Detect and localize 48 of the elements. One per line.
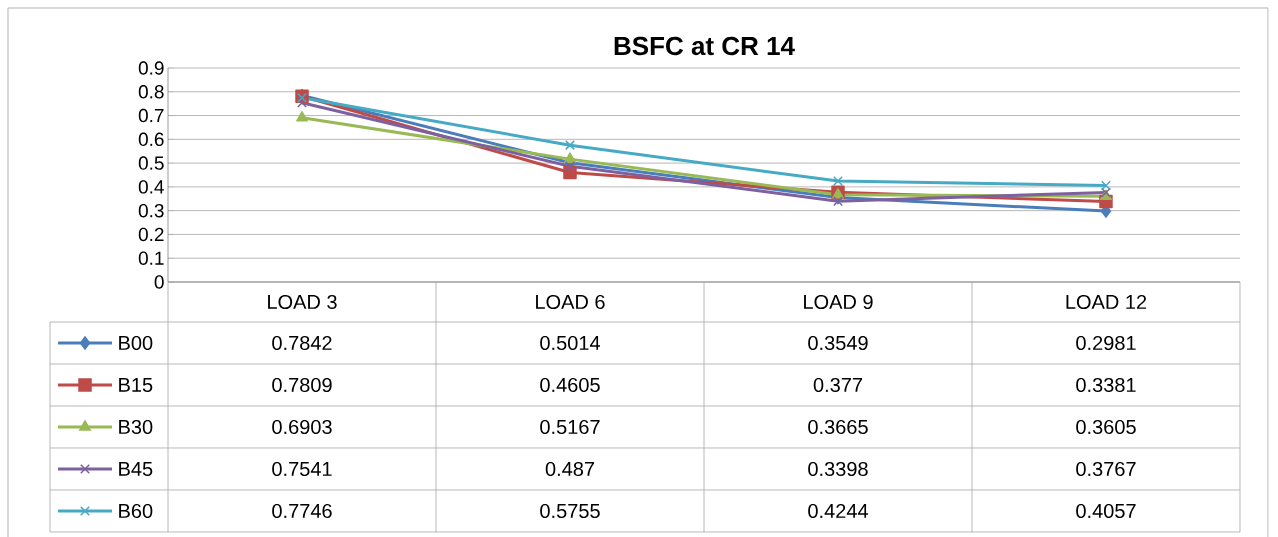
data-label: 0.7809 xyxy=(272,377,332,393)
chart-title: BSFC at CR 14 xyxy=(614,36,795,56)
y-tick-label: 0.6 xyxy=(138,132,164,147)
data-label: 0.487 xyxy=(545,461,595,477)
data-label: 0.5014 xyxy=(540,335,600,351)
x-tick-label: LOAD 12 xyxy=(1066,294,1147,310)
data-label: 0.2981 xyxy=(1076,335,1136,351)
data-label: 0.3605 xyxy=(1076,419,1136,435)
data-label: 0.5167 xyxy=(540,419,600,435)
y-tick-label: 0.7 xyxy=(138,108,164,123)
data-label: 0.4057 xyxy=(1076,503,1136,519)
point xyxy=(1100,180,1111,191)
point xyxy=(565,161,575,172)
point xyxy=(565,140,575,151)
legend-label: B60 xyxy=(119,503,153,519)
point xyxy=(296,111,308,122)
data-label: 0.4605 xyxy=(540,377,600,393)
legend-label: B45 xyxy=(119,462,153,476)
y-tick-label: 0.3 xyxy=(138,203,164,218)
legend-label: B15 xyxy=(119,378,153,392)
data-label: 0.3767 xyxy=(1076,461,1136,477)
data-label: 0.7842 xyxy=(272,335,332,351)
x-tick-label: LOAD 6 xyxy=(536,294,605,310)
x-tick-label: LOAD 9 xyxy=(804,294,873,310)
data-label: 0.6903 xyxy=(272,419,332,435)
y-tick-label: 0.4 xyxy=(138,180,164,194)
data-label: 0.5755 xyxy=(540,503,600,519)
legend-label: B00 xyxy=(119,335,153,351)
y-tick-label: 0.5 xyxy=(138,156,164,170)
data-label: 0.7541 xyxy=(272,461,332,477)
data-label: 0.7746 xyxy=(272,503,332,519)
y-tick-label: 0 xyxy=(154,275,164,289)
point xyxy=(832,176,843,187)
y-tick-label: 0.2 xyxy=(138,227,164,242)
data-label: 0.4244 xyxy=(808,503,868,519)
y-tick-label: 0.8 xyxy=(138,85,164,99)
data-label: 0.377 xyxy=(813,377,863,393)
x-tick-label: LOAD 3 xyxy=(268,294,337,310)
point xyxy=(297,97,307,108)
data-label: 0.3381 xyxy=(1076,377,1136,393)
data-label: 0.3549 xyxy=(808,335,868,351)
legend-label: B30 xyxy=(119,419,153,435)
data-label: 0.3665 xyxy=(808,419,868,435)
y-tick-label: 0.1 xyxy=(138,251,164,265)
point xyxy=(564,152,576,163)
y-tick-label: 0.9 xyxy=(138,61,164,75)
data-label: 0.3398 xyxy=(808,461,868,477)
point xyxy=(832,196,843,207)
